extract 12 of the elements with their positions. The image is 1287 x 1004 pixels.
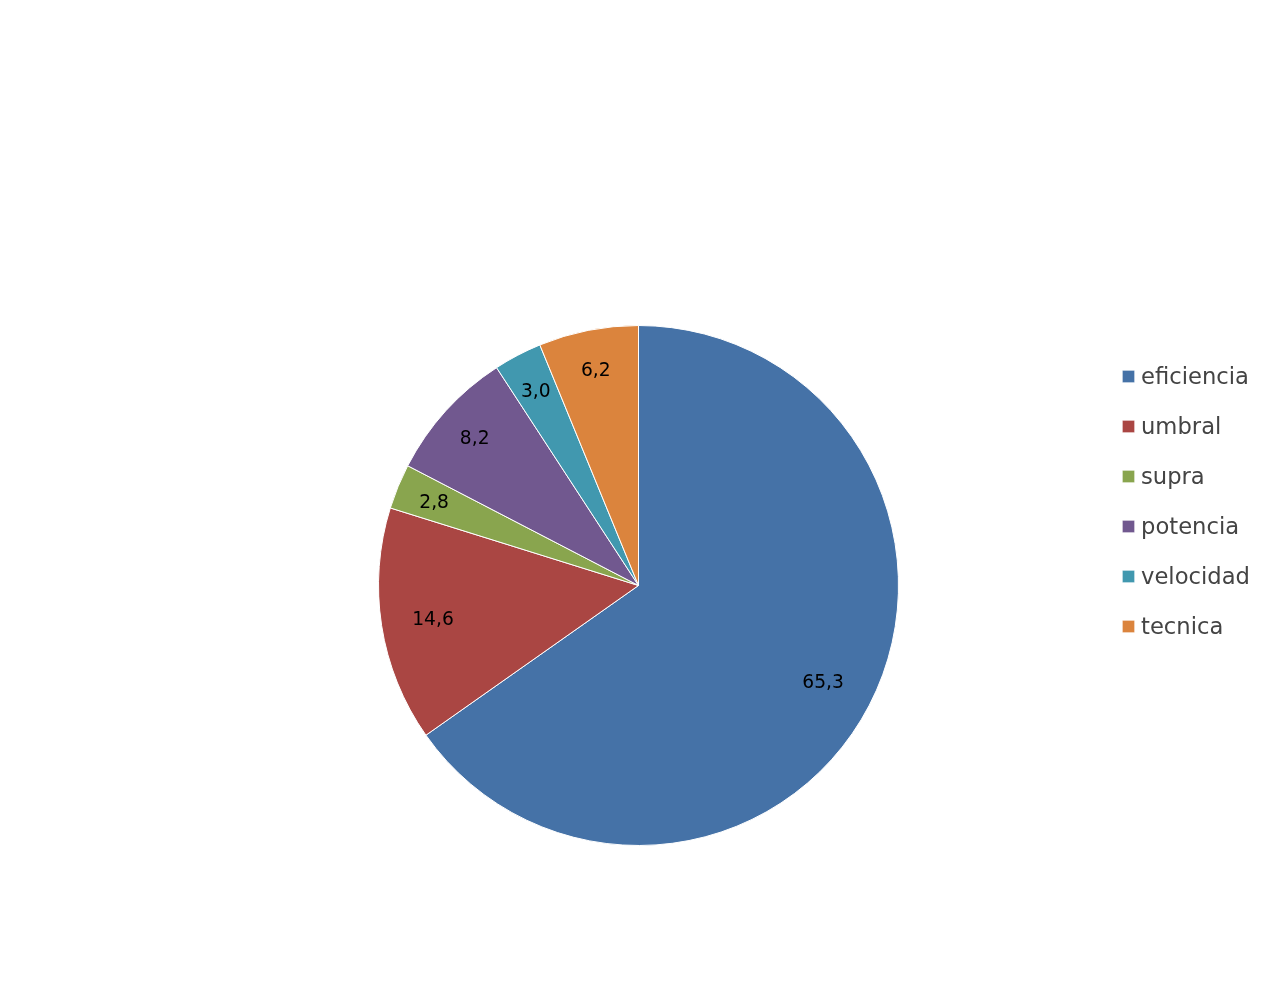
legend-label: tecnica	[1141, 613, 1224, 639]
legend-label: umbral	[1141, 413, 1222, 439]
legend-label: supra	[1141, 463, 1205, 489]
data-label: 6,2	[580, 358, 611, 380]
data-label: 8,2	[459, 427, 490, 449]
legend-label: potencia	[1141, 513, 1240, 539]
data-label: 3,0	[520, 379, 551, 401]
legend-label: eficiencia	[1141, 363, 1249, 389]
legend-label: velocidad	[1141, 563, 1250, 589]
data-label: 65,3	[802, 671, 844, 693]
data-label: 14,6	[412, 607, 454, 629]
data-label: 2,8	[419, 491, 449, 513]
